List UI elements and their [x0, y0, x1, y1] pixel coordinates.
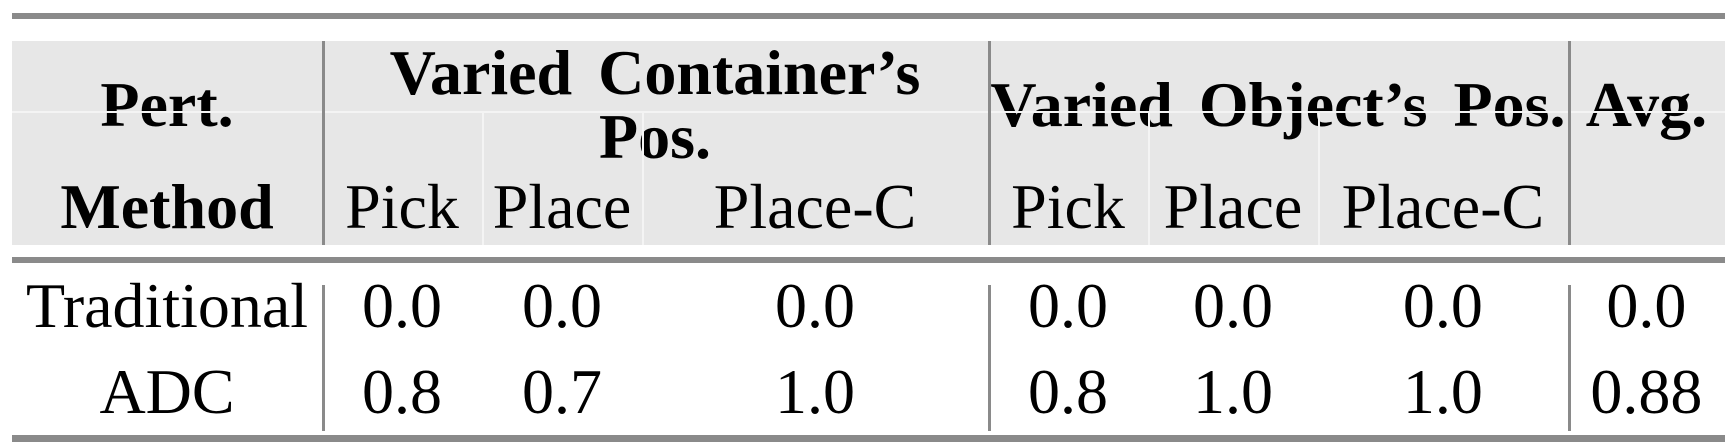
col-header-pert: Pert.	[100, 69, 234, 140]
subheader-object-place-c: Place-C	[1341, 171, 1545, 242]
table-bottom-rule	[12, 435, 1725, 442]
header-row-groups: Pert. Varied Container’s Pos. Varied Obj…	[12, 41, 1725, 169]
header-divider-avg	[1567, 41, 1571, 245]
value-object-place: 1.0	[1192, 356, 1273, 427]
header-divider-groups	[988, 41, 992, 245]
header-subcell-boundary-1	[482, 113, 485, 245]
value-container-pick: 0.0	[362, 270, 443, 341]
table-body: Traditional 0.0 0.0 0.0 0.0 0.0 0.0 0.0 …	[12, 263, 1725, 435]
subheader-container-place-c: Place-C	[713, 171, 917, 242]
value-object-place: 0.0	[1192, 270, 1273, 341]
body-divider-method	[322, 285, 326, 431]
header-row-subcolumns: Method Pick Place Place-C Pick Place Pla…	[12, 169, 1725, 245]
value-container-place-c: 1.0	[775, 356, 856, 427]
subheader-avg-empty	[1568, 169, 1725, 245]
value-object-pick: 0.8	[1028, 356, 1109, 427]
table-header-band: Pert. Varied Container’s Pos. Varied Obj…	[12, 41, 1725, 245]
header-subcell-boundary-2	[642, 113, 645, 245]
value-object-pick: 0.0	[1028, 270, 1109, 341]
group-header-varied-container-pos: Varied Container’s Pos.	[389, 37, 921, 172]
header-table: Pert. Varied Container’s Pos. Varied Obj…	[12, 41, 1725, 245]
subheader-container-pick: Pick	[345, 171, 459, 242]
method-label: ADC	[99, 356, 235, 427]
method-label: Traditional	[25, 270, 309, 341]
value-object-place-c: 0.0	[1402, 270, 1483, 341]
col-header-avg: Avg.	[1585, 69, 1708, 140]
results-table: Pert. Varied Container’s Pos. Varied Obj…	[12, 13, 1725, 442]
subheader-object-place: Place	[1163, 171, 1303, 242]
table-row-adc: ADC 0.8 0.7 1.0 0.8 1.0 1.0 0.88	[12, 349, 1725, 435]
group-header-varied-object-pos: Varied Object’s Pos.	[990, 69, 1566, 140]
value-container-pick: 0.8	[362, 356, 443, 427]
value-container-place-c: 0.0	[775, 270, 856, 341]
value-object-place-c: 1.0	[1402, 356, 1483, 427]
value-avg: 0.88	[1590, 356, 1703, 427]
body-table: Traditional 0.0 0.0 0.0 0.0 0.0 0.0 0.0 …	[12, 263, 1725, 435]
table-mid-rule	[12, 257, 1725, 263]
value-avg: 0.0	[1606, 270, 1687, 341]
table-top-rule	[12, 13, 1725, 19]
body-divider-avg	[1567, 285, 1571, 431]
header-subcell-boundary-3	[1148, 113, 1151, 245]
header-row-separator-line	[12, 111, 1725, 113]
header-subcell-boundary-4	[1317, 113, 1320, 245]
value-container-place: 0.7	[522, 356, 603, 427]
subheader-container-place: Place	[492, 171, 632, 242]
header-divider-method	[322, 41, 326, 245]
col-header-method: Method	[60, 171, 274, 242]
body-divider-groups	[988, 285, 992, 431]
table-row-traditional: Traditional 0.0 0.0 0.0 0.0 0.0 0.0 0.0	[12, 263, 1725, 349]
value-container-place: 0.0	[522, 270, 603, 341]
subheader-object-pick: Pick	[1011, 171, 1125, 242]
